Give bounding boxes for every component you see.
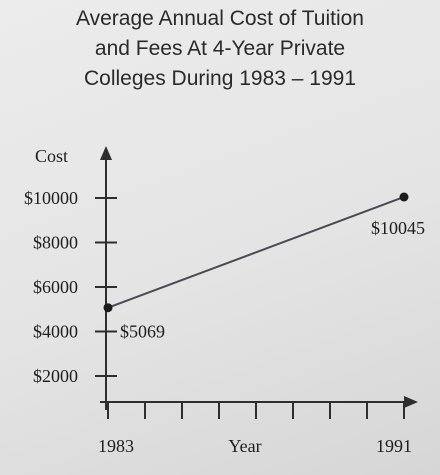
chart-title-line-2: and Fees At 4-Year Private <box>95 37 345 60</box>
y-axis-title: Cost <box>35 146 68 166</box>
y-axis-arrowhead <box>100 146 112 160</box>
data-point <box>399 192 409 202</box>
data-label: $10045 <box>371 218 425 238</box>
chart-title: Average Annual Cost of Tuition and Fees … <box>76 7 364 90</box>
data-series: $5069 $10045 <box>103 192 425 342</box>
x-axis-title: Year <box>228 436 261 456</box>
chart-title-line-1: Average Annual Cost of Tuition <box>76 7 364 30</box>
y-tick-label: $10000 <box>24 188 78 208</box>
y-axis: $2000 $4000 $6000 $8000 $10000 <box>24 146 117 410</box>
y-tick-label: $4000 <box>33 322 78 342</box>
x-tick-label: 1991 <box>376 436 412 456</box>
data-label: $5069 <box>120 322 165 342</box>
y-tick-label: $2000 <box>33 366 78 386</box>
y-tick-label: $6000 <box>33 277 78 297</box>
x-tick-label: 1983 <box>98 436 134 456</box>
series-line <box>107 196 405 309</box>
y-tick-label: $8000 <box>33 233 78 253</box>
chart-title-line-3: Colleges During 1983 – 1991 <box>84 67 356 90</box>
x-axis-arrowhead <box>404 396 418 408</box>
x-axis: 1983 1991 <box>98 396 418 456</box>
data-point <box>103 303 113 313</box>
